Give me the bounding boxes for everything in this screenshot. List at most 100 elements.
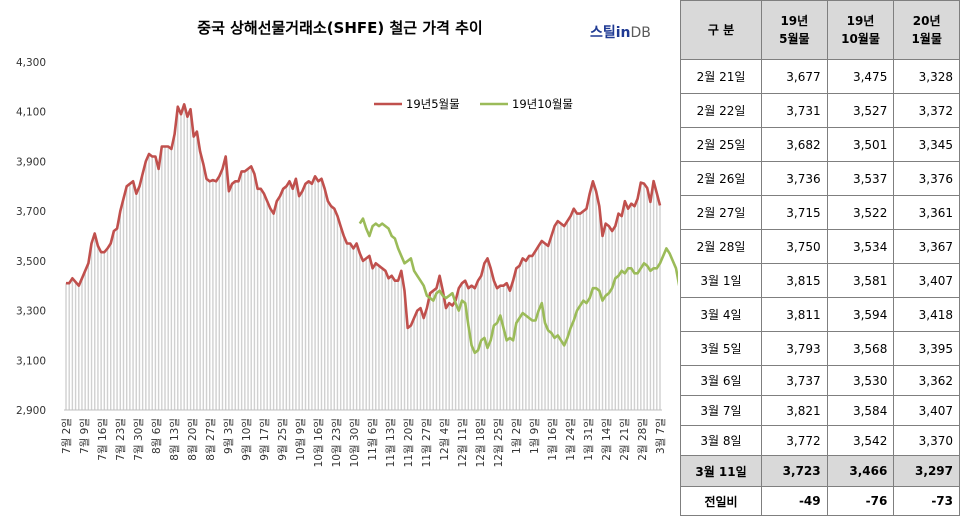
logo-main: 스틸in bbox=[590, 25, 631, 41]
cell-oct: 3,527 bbox=[826, 93, 895, 128]
x-tick-label: 7월 30일 bbox=[132, 418, 145, 461]
x-tick-label: 8월 20일 bbox=[186, 418, 199, 461]
row-date: 3월 6일 bbox=[680, 365, 762, 396]
chart-title: 중국 상해선물거래소(SHFE) 철근 가격 추이 bbox=[197, 19, 482, 37]
legend: 19년5월물 19년10월물 bbox=[374, 97, 573, 111]
y-tick-label: 3,100 bbox=[16, 355, 46, 367]
series-line bbox=[66, 103, 662, 330]
cell-jan: 3,367 bbox=[893, 229, 960, 264]
table-row: 2월 22일 3,731 3,527 3,372 bbox=[680, 93, 960, 128]
x-tick-label: 9월 17일 bbox=[258, 418, 271, 461]
cell-may: 3,772 bbox=[761, 425, 828, 456]
row-date: 2월 22일 bbox=[680, 93, 762, 128]
row-date: 3월 4일 bbox=[680, 297, 762, 332]
row-date: 3월 5일 bbox=[680, 331, 762, 366]
table-row: 3월 4일 3,811 3,594 3,418 bbox=[680, 297, 960, 332]
x-tick-label: 10월 9일 bbox=[294, 418, 307, 461]
x-tick-label: 11월 6일 bbox=[366, 418, 379, 461]
x-tick-label: 10월 30일 bbox=[348, 418, 361, 467]
cell-oct: 3,584 bbox=[826, 395, 895, 426]
x-tick-label: 11월 20일 bbox=[402, 418, 415, 467]
x-tick-label: 9월 10일 bbox=[240, 418, 253, 461]
cell-jan: 3,407 bbox=[893, 263, 960, 298]
cell-may: 3,715 bbox=[761, 195, 828, 230]
x-tick-label: 11월 13일 bbox=[384, 418, 397, 467]
x-tick-label: 10월 16일 bbox=[312, 418, 325, 467]
cell-jan: 3,362 bbox=[893, 365, 960, 396]
cell-jan: 3,407 bbox=[893, 395, 960, 426]
x-tick-label: 7월 9일 bbox=[78, 418, 91, 454]
x-tick-label: 2월 14일 bbox=[600, 418, 613, 461]
cell-may: -49 bbox=[761, 486, 828, 516]
table-row: 2월 25일 3,682 3,501 3,345 bbox=[680, 127, 960, 162]
x-tick-label: 10월 23일 bbox=[330, 418, 343, 467]
y-tick-label: 3,500 bbox=[16, 256, 46, 268]
steelin-db-logo: 스틸inDB bbox=[590, 22, 651, 42]
cell-jan: -73 bbox=[893, 486, 960, 516]
cell-jan: 3,370 bbox=[893, 425, 960, 456]
cell-oct: 3,475 bbox=[826, 59, 895, 94]
x-tick-label: 7월 16일 bbox=[96, 418, 109, 461]
cell-oct: 3,522 bbox=[826, 195, 895, 230]
cell-jan: 3,361 bbox=[893, 195, 960, 230]
table-header-row: 구 분 19년 5월물 19년 10월물 20년 1월물 bbox=[680, 0, 960, 60]
x-tick-label: 1월 2일 bbox=[510, 418, 523, 454]
x-tick-label: 1월 31일 bbox=[582, 418, 595, 461]
x-tick-label: 2월 28일 bbox=[636, 418, 649, 461]
cell-may: 3,677 bbox=[761, 59, 828, 94]
x-tick-label: 8월 6일 bbox=[150, 418, 163, 454]
lines-layer bbox=[66, 103, 678, 355]
x-tick-label: 7월 2일 bbox=[60, 418, 73, 454]
diff-row: 전일비 -49 -76 -73 bbox=[680, 486, 960, 516]
x-tick-label: 7월 23일 bbox=[114, 418, 127, 461]
cell-oct: 3,501 bbox=[826, 127, 895, 162]
y-tick-label: 4,300 bbox=[16, 57, 46, 69]
axis-layer: 2,900 3,100 3,300 3,500 3,700 3,900 4,100 4,300… bbox=[16, 57, 667, 467]
cell-jan: 3,297 bbox=[893, 455, 960, 487]
table-row: 3월 1일 3,815 3,581 3,407 bbox=[680, 263, 960, 298]
x-tick-label: 8월 27일 bbox=[204, 418, 217, 461]
x-tick-label: 1월 24일 bbox=[564, 418, 577, 461]
row-date: 2월 27일 bbox=[680, 195, 762, 230]
x-tick-label: 1월 9일 bbox=[528, 418, 541, 454]
legend-label: 19년5월물 bbox=[406, 97, 460, 111]
cell-oct: 3,537 bbox=[826, 161, 895, 196]
row-date: 2월 25일 bbox=[680, 127, 762, 162]
y-tick-label: 2,900 bbox=[16, 405, 46, 417]
cell-may: 3,750 bbox=[761, 229, 828, 264]
cell-jan: 3,418 bbox=[893, 297, 960, 332]
cell-oct: 3,594 bbox=[826, 297, 895, 332]
row-date: 2월 28일 bbox=[680, 229, 762, 264]
x-tick-label: 12월 11일 bbox=[456, 418, 469, 467]
row-date: 3월 1일 bbox=[680, 263, 762, 298]
price-table: 구 분 19년 5월물 19년 10월물 20년 1월물 2월 21일 3,677 3,4… bbox=[680, 0, 960, 516]
table-row: 3월 7일 3,821 3,584 3,407 bbox=[680, 395, 960, 426]
cell-jan: 3,376 bbox=[893, 161, 960, 196]
highlight-row: 3월 11일 3,723 3,466 3,297 bbox=[680, 455, 960, 487]
cell-may: 3,793 bbox=[761, 331, 828, 366]
y-tick-label: 3,300 bbox=[16, 306, 46, 318]
row-date: 3월 8일 bbox=[680, 425, 762, 456]
price-line-chart: 중국 상해선물거래소(SHFE) 철근 가격 추이 2,900 3,100 3,30… bbox=[16, 19, 678, 467]
cell-may: 3,811 bbox=[761, 297, 828, 332]
table-row: 2월 27일 3,715 3,522 3,361 bbox=[680, 195, 960, 230]
table-row: 3월 8일 3,772 3,542 3,370 bbox=[680, 425, 960, 456]
x-tick-label: 12월 25일 bbox=[492, 418, 505, 467]
cell-oct: 3,466 bbox=[826, 455, 895, 487]
cell-may: 3,682 bbox=[761, 127, 828, 162]
cell-may: 3,736 bbox=[761, 161, 828, 196]
header-may-contract: 19년 5월물 bbox=[761, 0, 828, 60]
x-tick-label: 8월 13일 bbox=[168, 418, 181, 461]
cell-oct: 3,530 bbox=[826, 365, 895, 396]
x-tick-label: 12월 18일 bbox=[474, 418, 487, 467]
chart-panel: 중국 상해선물거래소(SHFE) 철근 가격 추이 2,900 3,100 3,30… bbox=[16, 19, 678, 467]
cell-oct: 3,581 bbox=[826, 263, 895, 298]
y-tick-label: 3,900 bbox=[16, 156, 46, 168]
header-oct-contract: 19년 10월물 bbox=[826, 0, 895, 60]
logo-suffix: DB bbox=[630, 25, 651, 41]
cell-oct: 3,542 bbox=[826, 425, 895, 456]
x-tick-label: 2월 21일 bbox=[618, 418, 631, 461]
table-row: 2월 28일 3,750 3,534 3,367 bbox=[680, 229, 960, 264]
x-tick-label: 9월 3일 bbox=[222, 418, 235, 454]
table-row: 3월 5일 3,793 3,568 3,395 bbox=[680, 331, 960, 366]
